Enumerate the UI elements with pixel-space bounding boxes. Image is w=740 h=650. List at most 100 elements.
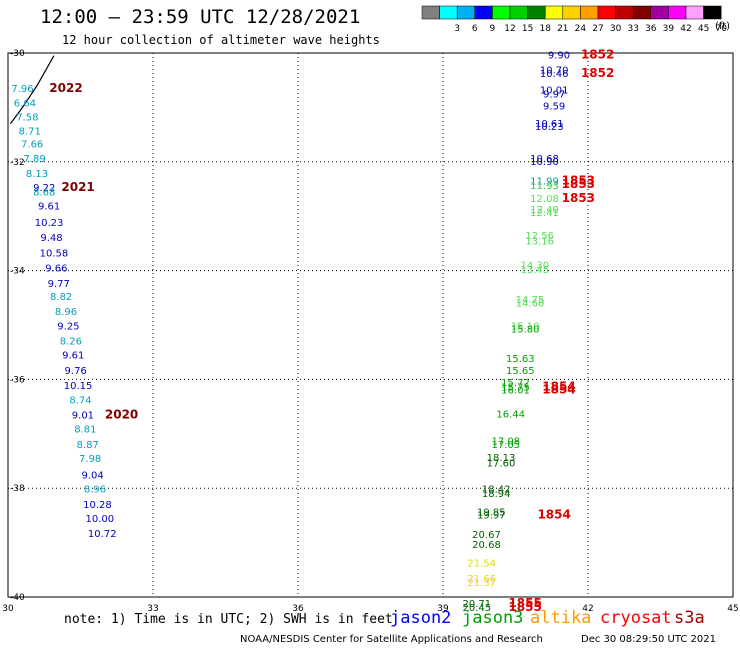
wave-height-label: 8.96 [84,485,106,496]
colorbar-label: 42 [680,24,691,34]
wave-height-label: 14.75 [516,295,545,306]
wave-height-label: 10.90 [530,157,559,168]
footer-note: note: 1) Time is in UTC; 2) SWH is in fe… [64,612,393,627]
colorbar-swatch [439,5,458,20]
wave-height-label: 12.40 [530,205,559,216]
wave-height-label: 10.01 [540,85,569,96]
pass-label: 1852 [581,66,614,80]
grid-lines [7,52,734,598]
coastline [9,55,55,125]
wave-height-label: 16.01 [501,386,530,397]
chart-title: 12:00 – 23:59 UTC 12/28/2021 [40,6,361,28]
y-tick-label: -40 [10,593,25,603]
colorbar-swatch [580,5,599,20]
colorbar-swatch [685,5,704,20]
timestamp: Dec 30 08:29:50 UTC 2021 [581,634,716,645]
chart-subtitle: 12 hour collection of altimeter wave hei… [62,33,380,47]
wave-height-label: 10.58 [40,248,69,259]
wave-height-label: 8.96 [55,307,77,318]
colorbar-label: 27 [592,24,603,34]
wave-height-label: 21.37 [467,578,496,589]
y-tick-label: -38 [10,484,25,494]
wave-height-label: 7.58 [16,112,38,123]
wave-height-label: 8.81 [74,425,96,436]
pass-label: 1852 [581,47,614,61]
legend-altika: altika [530,608,592,628]
colorbar-swatch [492,5,511,20]
pass-label: 1854 [542,383,575,397]
colorbar-swatch [544,5,564,20]
wave-height-label: 9.77 [48,279,70,290]
wave-height-label: 10.28 [83,500,112,511]
pass-label: 1854 [537,508,570,522]
wave-height-label: 10.61 [535,119,564,130]
legend-s3a: s3a [674,608,705,628]
wave-height-label: 21.66 [467,574,496,585]
wave-height-label: 15.65 [506,366,535,377]
axis-tick-labels: 30 33 36 39 42 45 -30 -32 -34 -36 -38 -40 [2,49,738,614]
x-tick-label: 39 [437,604,449,614]
wave-height-label: 9.76 [65,366,87,377]
pass-id-labels: 1852185218531853185318541854185418551855… [49,47,614,614]
colorbar-swatch [650,5,669,20]
wave-height-label: 18.13 [487,453,516,464]
wave-height-label: 20.71 [463,599,492,610]
wave-height-label: 8.74 [69,395,91,406]
x-tick-label: 33 [147,604,158,614]
x-tick-label: 36 [292,604,304,614]
wave-height-label: 15.10 [511,321,540,332]
colorbar-swatch [703,5,722,20]
colorbar-swatch [509,5,528,20]
wave-height-label: 9.25 [57,321,79,332]
wave-height-label: 6.64 [14,98,36,109]
wave-height-label: 9.97 [543,90,565,101]
wave-height-label: 17.05 [492,440,521,451]
colorbar-units: (ft) [715,21,731,32]
colorbar-label: 24 [575,24,587,34]
pass-label: 2021 [61,180,94,194]
wave-height-label: 10.23 [35,218,64,229]
wave-height-label: 9.04 [81,470,103,481]
colorbar-label: 3 [454,24,460,34]
wave-height-label: 21.54 [467,559,496,570]
wave-height-label: 9.90 [548,50,570,61]
wave-height-label: 15.75 [501,382,530,393]
colorbar-label: 33 [627,24,638,34]
pass-label: 2022 [49,81,82,95]
wave-height-label: 19.85 [477,507,506,518]
wave-height-label: 8.26 [60,337,82,348]
wave-height-label: 15.72 [501,378,530,389]
wave-height-label: 9.61 [38,202,60,213]
y-tick-label: -32 [10,158,25,168]
pass-label: 1854 [542,379,575,393]
y-tick-label: -34 [10,267,25,277]
y-tick-label: -36 [10,375,25,385]
colorbar-label: 70 [715,24,727,34]
colorbar-swatch [632,5,652,20]
wave-height-label: 10.00 [86,514,115,525]
x-tick-label: 42 [582,604,593,614]
colorbar-label: 15 [522,24,533,34]
wave-height-label: 9.48 [40,233,62,244]
colorbar-label: 9 [490,24,496,34]
colorbar-label: 21 [557,24,568,34]
wave-height-label: 20.67 [472,530,501,541]
wave-height-label: 8.13 [26,169,48,180]
pass-label: 1855 [508,600,541,614]
wave-height-label: 9.22 [33,183,55,194]
wave-height-label: 8.68 [33,188,55,199]
pass-label: 1853 [562,177,595,191]
pass-label: 1853 [562,191,595,205]
wave-height-label: 19.97 [477,511,506,522]
wave-height-label: 7.66 [21,140,43,151]
x-tick-label: 30 [2,604,14,614]
wave-height-label: 7.89 [23,154,45,165]
wave-height-label: 10.23 [535,122,564,133]
wave-height-label: 8.82 [50,292,72,303]
wave-height-label: 14.30 [521,260,550,271]
wave-height-label: 18.94 [482,489,511,500]
wave-height-label: 11.93 [530,181,559,192]
wave-height-label: 10.68 [530,154,559,165]
legend-jason3: jason3 [462,608,524,628]
wave-height-label: 20.45 [463,603,492,614]
